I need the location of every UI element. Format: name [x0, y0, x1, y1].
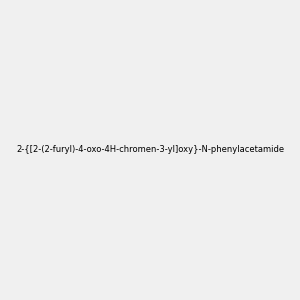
Text: 2-{[2-(2-furyl)-4-oxo-4H-chromen-3-yl]oxy}-N-phenylacetamide: 2-{[2-(2-furyl)-4-oxo-4H-chromen-3-yl]ox…: [16, 146, 284, 154]
